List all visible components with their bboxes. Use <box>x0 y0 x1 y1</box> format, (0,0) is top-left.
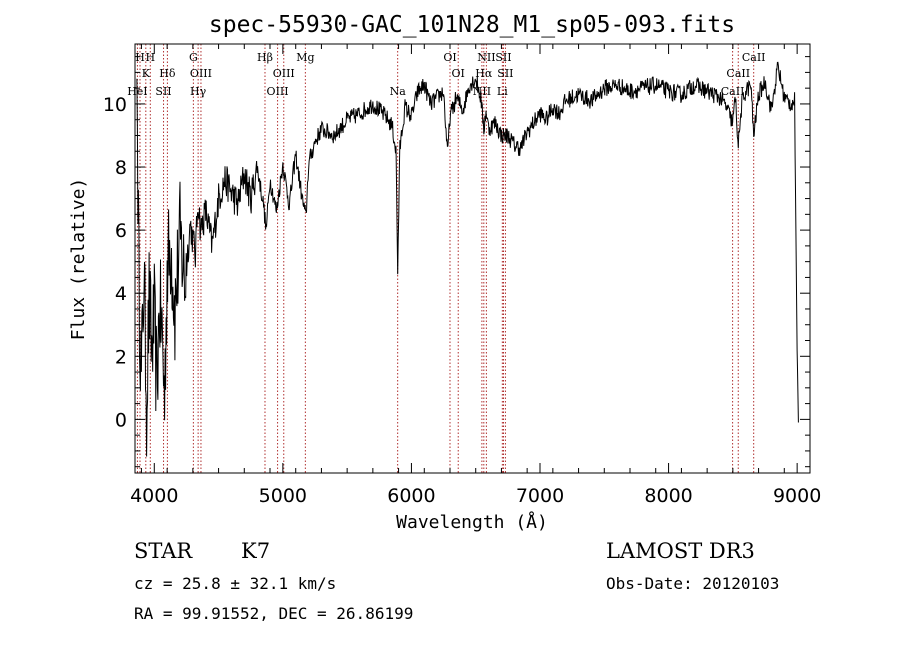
line-label-17: Hα <box>475 67 493 80</box>
object-class: STAR <box>134 539 193 563</box>
line-label-1: H <box>135 51 145 64</box>
spectral-line-markers <box>136 44 755 473</box>
line-label-8: OIII <box>190 67 212 80</box>
line-label-22: CaII <box>721 85 745 98</box>
line-label-10: OIII <box>267 85 289 98</box>
line-label-11: OIII <box>273 67 295 80</box>
x-tick-label-2: 6000 <box>387 485 435 507</box>
x-tick-label-5: 9000 <box>773 485 821 507</box>
x-axis-ticks: 4000 5000 6000 7000 8000 9000 <box>130 44 821 507</box>
line-label-21: SII <box>497 67 513 80</box>
y-tick-label-4: 8 <box>115 157 127 179</box>
line-label-9: Hβ <box>257 51 273 64</box>
line-label-6: G <box>189 51 198 64</box>
y-axis-ticks: 0 2 4 6 8 10 <box>103 56 810 468</box>
line-label-20: SII <box>495 51 511 64</box>
line-label-16: NII <box>473 85 491 98</box>
y-tick-label-0: 0 <box>115 409 127 431</box>
line-label-2: K <box>142 67 151 80</box>
flux-line <box>136 61 799 457</box>
spectral-subclass: K7 <box>241 539 271 563</box>
y-tick-label-5: 10 <box>103 94 127 116</box>
line-label-12: Mg <box>296 51 314 64</box>
line-label-24: CaII <box>742 51 766 64</box>
observation-date: Obs-Date: 20120103 <box>606 574 780 593</box>
x-tick-label-1: 5000 <box>259 485 307 507</box>
line-label-15: OI <box>452 67 465 80</box>
line-label-3: H <box>146 51 156 64</box>
y-tick-label-1: 2 <box>115 346 127 368</box>
line-label-13: Na <box>390 85 407 98</box>
line-label-7: Hγ <box>190 85 207 98</box>
x-axis-label: Wavelength (Å) <box>396 511 548 533</box>
x-tick-label-3: 7000 <box>516 485 564 507</box>
survey-name: LAMOST DR3 <box>606 539 755 563</box>
chart-title: spec-55930-GAC_101N28_M1_sp05-093.fits <box>209 12 735 38</box>
y-axis-label: Flux (relative) <box>68 178 89 341</box>
redshift-velocity: cz = 25.8 ± 32.1 km/s <box>134 574 337 593</box>
spectral-line-labels: HeIHKHSIIHδGHγOIIIHβOIIIOIIIMgNaOIOINIIH… <box>127 51 765 98</box>
sky-coordinates: RA = 99.91552, DEC = 26.86199 <box>134 604 414 623</box>
line-label-14: OI <box>443 51 456 64</box>
line-label-18: NII <box>477 51 495 64</box>
x-tick-label-4: 8000 <box>644 485 692 507</box>
line-label-23: CaII <box>726 67 750 80</box>
y-tick-label-3: 6 <box>115 220 127 242</box>
spectrum-series <box>136 61 799 457</box>
y-tick-label-2: 4 <box>115 283 127 305</box>
line-label-5: Hδ <box>159 67 176 80</box>
line-label-4: SII <box>155 85 171 98</box>
line-label-19: Li <box>497 85 508 98</box>
x-tick-label-0: 4000 <box>130 485 178 507</box>
plot-frame <box>134 43 811 474</box>
